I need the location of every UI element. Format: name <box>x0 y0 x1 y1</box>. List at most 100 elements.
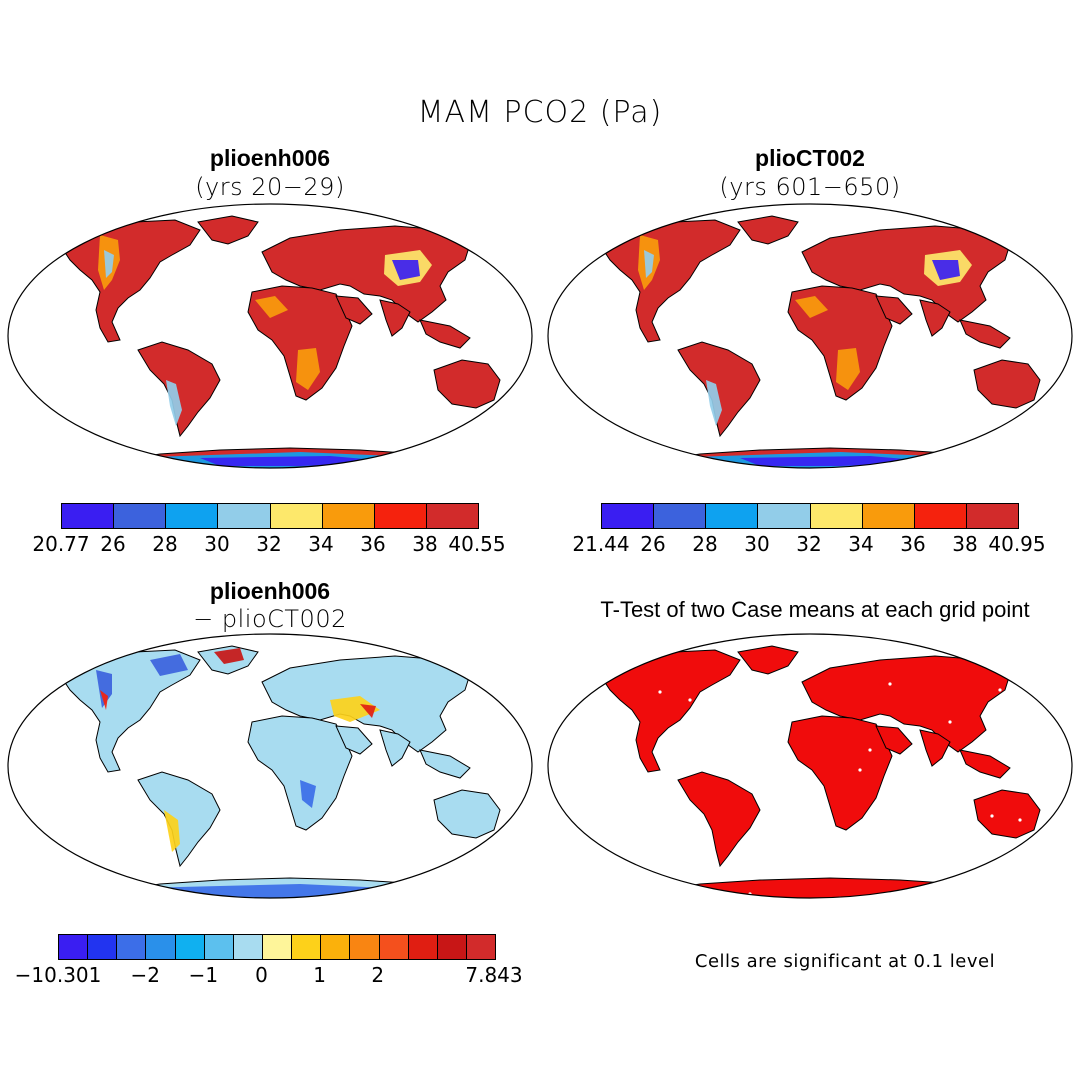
colorbar-tick-label: 40.55 <box>448 532 506 556</box>
colorbar-tick-label: −10.301 <box>14 963 102 987</box>
field-patch <box>96 670 112 708</box>
colorbar-bl <box>58 934 496 960</box>
map-plioenh006 <box>7 203 533 469</box>
field-patch <box>166 380 182 426</box>
field-patch <box>706 380 722 426</box>
colorbar-swatch <box>914 504 967 528</box>
field-patch <box>300 780 316 808</box>
panel-tr-title: plioCT002 <box>755 145 865 171</box>
colorbar-swatch <box>426 504 478 528</box>
land-arabia <box>875 725 913 755</box>
colorbar-tick-label: 34 <box>308 532 334 556</box>
colorbar-tick-label: 28 <box>692 532 718 556</box>
colorbar-tr-labels: 21.44 26 28 30 32 34 36 38 40.95 <box>572 532 1045 556</box>
colorbar-bl-labels: −10.301 −2 −1 0 1 2 7.843 <box>15 963 523 987</box>
land-arabia <box>335 725 373 755</box>
colorbar-tick-label: 36 <box>900 532 926 556</box>
nonsignificant-cell <box>948 720 952 724</box>
land-antarctica <box>651 877 1011 898</box>
land-southAmerica <box>137 771 221 868</box>
nonsignificant-cell <box>990 814 994 818</box>
colorbar-swatch <box>706 504 759 528</box>
field-patch <box>150 654 188 676</box>
panel-tr-subtitle: (yrs 601−650) <box>719 173 901 201</box>
colorbar-tick-label: 34 <box>848 532 874 556</box>
colorbar-tick-label: 7.843 <box>465 963 523 987</box>
colorbar-tr <box>601 503 1019 529</box>
map-plioct002 <box>547 203 1073 469</box>
land-greenland <box>737 645 799 675</box>
field-patch <box>255 296 288 318</box>
colorbar-tick-label: 28 <box>152 532 178 556</box>
land-northAmerica <box>59 649 201 773</box>
nonsignificant-cell <box>1018 818 1022 822</box>
colorbar-tick-label: 1 <box>313 963 326 987</box>
colorbar-swatch <box>758 504 811 528</box>
land-india <box>379 299 411 337</box>
land-seAsia <box>959 749 1011 779</box>
colorbar-swatch <box>602 504 655 528</box>
map-frame <box>547 633 1073 899</box>
colorbar-swatch <box>175 935 205 959</box>
field-patch <box>392 260 420 280</box>
land-india <box>919 299 951 337</box>
colorbar-swatch <box>862 504 915 528</box>
nonsignificant-cell <box>858 768 862 772</box>
colorbar-swatch <box>374 504 427 528</box>
colorbar-swatch <box>59 935 89 959</box>
colorbar-swatch <box>204 935 234 959</box>
colorbar-swatch <box>146 935 176 959</box>
field-patch <box>214 648 244 664</box>
land-australia <box>433 359 501 409</box>
land-australia <box>973 789 1041 839</box>
colorbar-tick-label: 30 <box>204 532 230 556</box>
field-patch <box>296 348 320 390</box>
field-patch <box>932 260 960 280</box>
colorbar-tick-label: −1 <box>188 963 219 987</box>
panel-br-title: T-Test of two Case means at each grid po… <box>600 597 1030 622</box>
panel-bl-title: plioenh006 <box>209 578 331 604</box>
map-frame <box>7 633 533 899</box>
nonsignificant-cell <box>868 748 872 752</box>
colorbar-tick-label: −2 <box>130 963 160 987</box>
field-patch <box>644 250 654 278</box>
colorbar-swatch <box>270 504 323 528</box>
field-patch <box>330 696 380 722</box>
colorbar-swatch <box>117 935 147 959</box>
colorbar-tick-label: 26 <box>100 532 126 556</box>
colorbar-tick-label: 2 <box>371 963 385 987</box>
colorbar-swatch <box>114 504 167 528</box>
colorbar-swatch <box>350 935 380 959</box>
colorbar-tl <box>61 503 479 529</box>
land-india <box>919 729 951 767</box>
land-seAsia <box>959 319 1011 349</box>
field-patch <box>360 704 376 718</box>
colorbar-tick-label: 0 <box>255 963 268 987</box>
nonsignificant-cell <box>958 890 962 894</box>
land-seAsia <box>419 749 471 779</box>
colorbar-tick-label: 38 <box>412 532 438 556</box>
colorbar-tick-label: 32 <box>256 532 282 556</box>
map-frame <box>547 203 1073 469</box>
map-land-layer <box>59 645 501 898</box>
land-seAsia <box>419 319 471 349</box>
nonsignificant-cell <box>658 690 662 694</box>
colorbar-swatch <box>166 504 219 528</box>
colorbar-tick-label: 36 <box>360 532 386 556</box>
map-land-layer <box>59 215 501 468</box>
figure-title: MAM PCO2 (Pa) <box>417 95 663 130</box>
nonsignificant-cell <box>888 682 892 686</box>
land-southAmerica <box>677 341 761 438</box>
land-northAmerica <box>599 649 741 773</box>
field-patch <box>164 810 180 852</box>
map-land-layer <box>599 645 1041 898</box>
field-patch <box>100 690 108 710</box>
land-northAmerica <box>599 219 741 343</box>
field-patch <box>104 250 114 278</box>
nonsignificant-cell <box>688 698 692 702</box>
significance-note: Cells are significant at 0.1 level <box>694 951 996 972</box>
land-australia <box>433 789 501 839</box>
nonsignificant-cell <box>998 688 1002 692</box>
colorbar-tick-label: 20.77 <box>32 532 90 556</box>
colorbar-tl-labels: 20.77 26 28 30 32 34 36 38 40.55 <box>32 532 505 556</box>
